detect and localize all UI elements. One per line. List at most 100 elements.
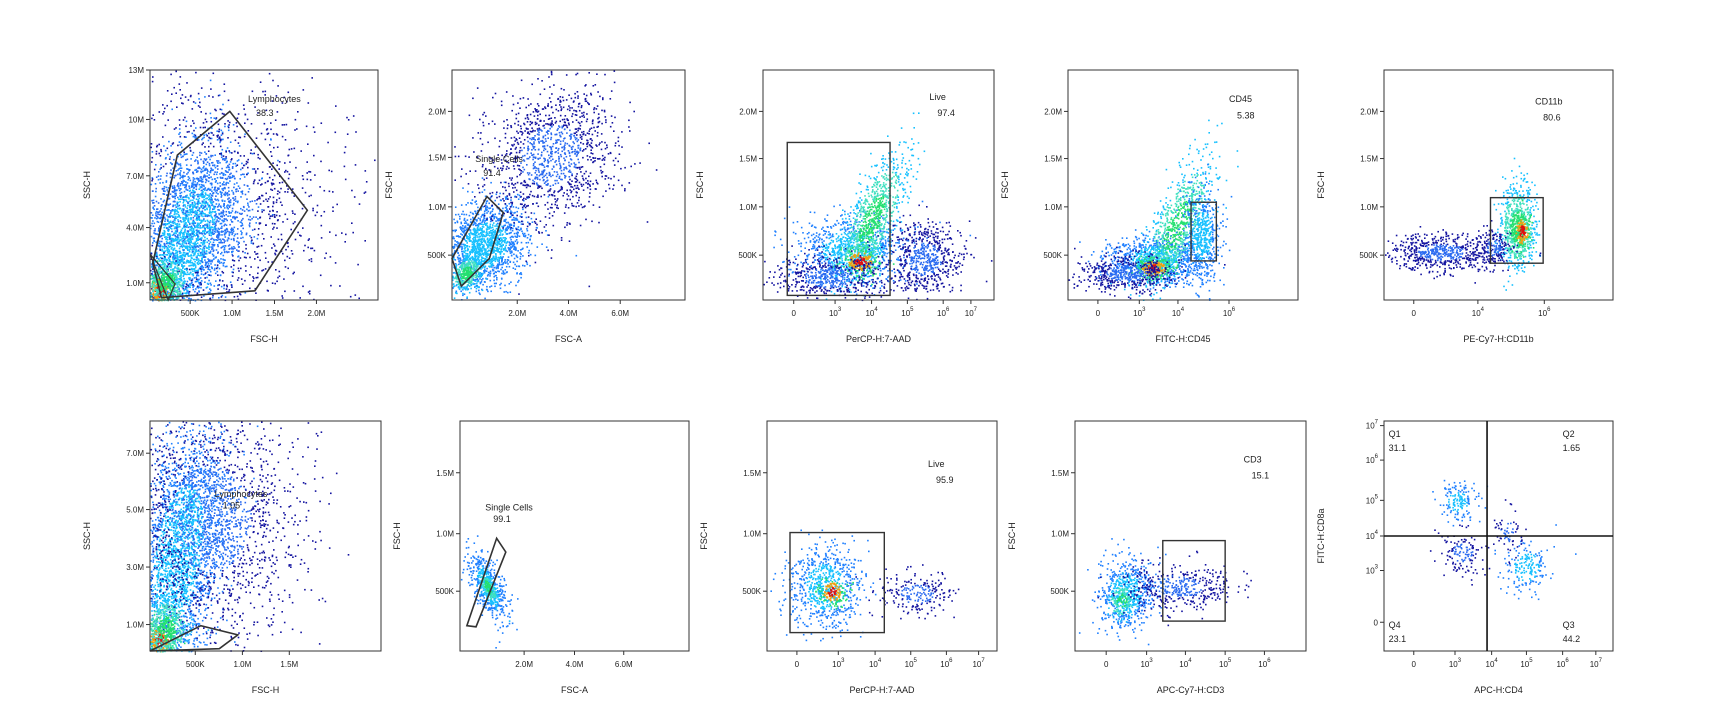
- event-dot: [218, 231, 220, 233]
- event-dot: [173, 262, 176, 264]
- event-dot: [151, 265, 153, 267]
- event-dot: [284, 259, 286, 262]
- event-dot: [511, 235, 514, 238]
- event-dot: [162, 136, 164, 138]
- event-dot: [198, 210, 201, 213]
- event-dot: [174, 195, 177, 198]
- event-dot: [220, 258, 222, 260]
- event-dot: [167, 257, 170, 259]
- event-dot: [231, 167, 234, 169]
- event-dot: [192, 221, 194, 223]
- event-dot: [228, 212, 231, 214]
- event-dot: [209, 189, 211, 191]
- event-dot: [210, 284, 212, 286]
- event-dot: [214, 198, 216, 200]
- event-dot: [151, 266, 153, 268]
- event-dot: [183, 238, 186, 240]
- event-dot: [173, 213, 176, 216]
- event-dot: [276, 111, 279, 113]
- event-dot: [222, 254, 225, 257]
- event-dot: [190, 271, 192, 274]
- event-dot: [536, 246, 539, 248]
- event-dot: [182, 240, 185, 242]
- event-dot: [224, 174, 227, 176]
- event-dot: [213, 221, 216, 224]
- y-axis-label: SSC-H: [82, 171, 92, 199]
- event-dot: [211, 237, 213, 240]
- event-dot: [277, 219, 279, 221]
- event-dot: [236, 117, 239, 119]
- event-dot: [188, 265, 190, 267]
- event-dot: [180, 97, 182, 100]
- event-dot: [228, 190, 230, 192]
- event-dot: [237, 159, 240, 161]
- event-dot: [206, 261, 209, 263]
- event-dot: [178, 128, 181, 130]
- event-dot: [246, 208, 248, 211]
- event-dot: [187, 217, 190, 220]
- event-dot: [218, 203, 220, 205]
- event-dot: [163, 284, 165, 286]
- event-dot: [170, 289, 172, 291]
- x-tick-label: 2.0M: [308, 309, 326, 318]
- event-dot: [191, 185, 193, 188]
- event-dot: [153, 289, 156, 292]
- event-dot: [172, 248, 174, 251]
- event-dot: [271, 168, 273, 170]
- event-dot: [202, 167, 205, 169]
- event-dot: [235, 188, 237, 191]
- event-dot: [501, 266, 503, 269]
- density-cloud: [452, 70, 658, 301]
- event-dot: [200, 273, 203, 275]
- event-dot: [202, 122, 205, 124]
- event-dot: [194, 290, 196, 293]
- event-dot: [217, 134, 219, 137]
- event-dot: [202, 194, 205, 196]
- event-dot: [172, 233, 175, 236]
- event-dot: [191, 261, 193, 264]
- event-dot: [156, 208, 159, 210]
- event-dot: [214, 181, 217, 183]
- event-dot: [290, 148, 293, 150]
- event-dot: [175, 192, 177, 195]
- event-dot: [187, 289, 189, 292]
- event-dot: [180, 167, 183, 169]
- event-dot: [182, 270, 184, 273]
- event-dot: [202, 230, 205, 232]
- event-dot: [150, 277, 153, 280]
- event-dot: [353, 196, 356, 198]
- event-dot: [202, 220, 204, 222]
- event-dot: [163, 247, 166, 250]
- event-dot: [166, 264, 168, 267]
- event-dot: [249, 219, 252, 221]
- event-dot: [309, 171, 312, 173]
- event-dot: [229, 215, 232, 217]
- event-dot: [192, 196, 194, 198]
- event-dot: [178, 198, 180, 201]
- event-dot: [228, 251, 230, 253]
- event-dot: [231, 246, 233, 249]
- event-dot: [209, 282, 212, 285]
- event-dot: [320, 237, 323, 239]
- event-dot: [175, 174, 177, 177]
- event-dot: [191, 236, 193, 238]
- event-dot: [259, 203, 262, 205]
- event-dot: [575, 254, 578, 257]
- event-dot: [190, 158, 192, 160]
- event-dot: [209, 142, 212, 145]
- event-dot: [210, 266, 213, 268]
- event-dot: [514, 211, 516, 214]
- event-dot: [325, 252, 327, 255]
- event-dot: [189, 208, 191, 211]
- event-dot: [225, 151, 227, 153]
- event-dot: [241, 232, 243, 234]
- event-dot: [170, 265, 173, 267]
- event-dot: [182, 283, 184, 285]
- event-dot: [155, 281, 157, 283]
- event-dot: [199, 202, 202, 205]
- event-dot: [208, 228, 211, 230]
- event-dot: [168, 233, 171, 235]
- event-dot: [201, 254, 203, 257]
- event-dot: [365, 181, 368, 183]
- event-dot: [483, 189, 486, 191]
